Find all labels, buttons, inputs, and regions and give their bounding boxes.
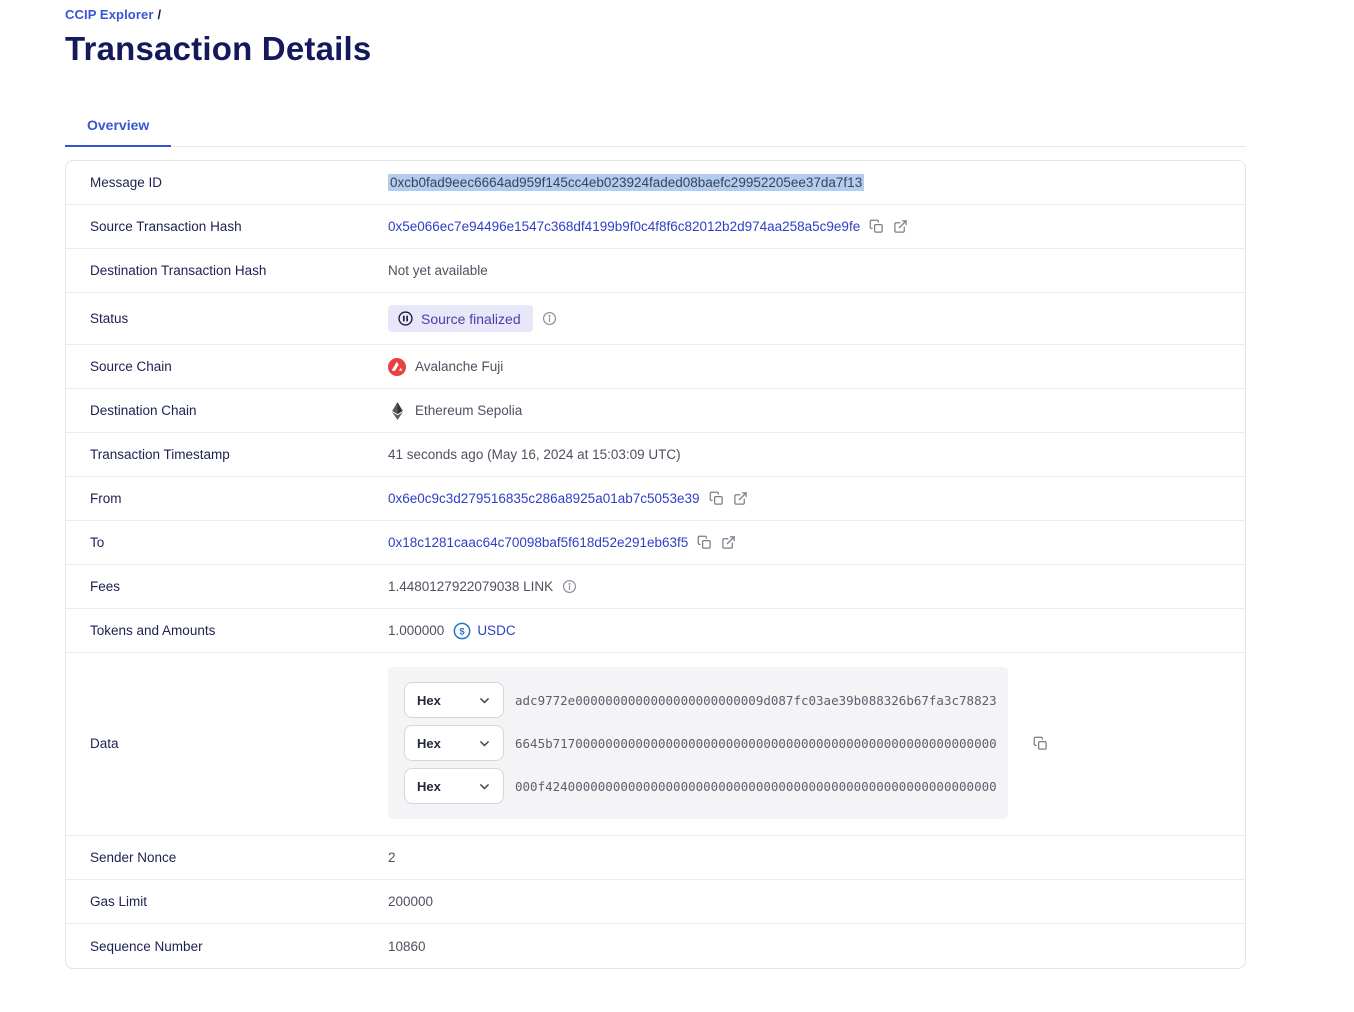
data-line: Hex 6645b7170000000000000000000000000000… [404, 725, 997, 761]
sequence-number-value: 10860 [388, 938, 426, 954]
chevron-down-icon [478, 737, 491, 750]
transaction-details-page: CCIP Explorer / Transaction Details Overv… [65, 0, 1246, 969]
status-label: Status [90, 311, 129, 326]
fees-info-icon[interactable] [562, 579, 577, 594]
from-address-link[interactable]: 0x6e0c9c3d279516835c286a8925a01ab7c5053e… [388, 491, 700, 506]
table-row-data: Data Hex adc9772e00000000000000000000000… [66, 653, 1245, 836]
table-row-timestamp: Transaction Timestamp 41 seconds ago (Ma… [66, 433, 1245, 477]
data-hex-line: adc9772e0000000000000000000000009d087fc0… [515, 692, 997, 708]
message-id-label: Message ID [90, 175, 163, 190]
data-label: Data [90, 735, 119, 751]
table-row-message-id: Message ID 0xcb0fad9eec6664ad959f145cc4e… [66, 161, 1245, 205]
usdc-token-link[interactable]: USDC [477, 623, 516, 638]
external-link-icon[interactable] [721, 535, 736, 550]
data-hex-line: 6645b71700000000000000000000000000000000… [515, 735, 997, 751]
to-address-link[interactable]: 0x18c1281caac64c70098baf5f618d52e291eb63… [388, 535, 689, 550]
data-format-value: Hex [417, 778, 441, 794]
copy-icon[interactable] [869, 219, 884, 234]
data-format-select[interactable]: Hex [404, 768, 504, 804]
status-info-icon[interactable] [542, 311, 557, 326]
fees-label: Fees [90, 579, 121, 594]
dest-chain-value: Ethereum Sepolia [388, 401, 523, 420]
table-row-sequence-number: Sequence Number 10860 [66, 924, 1245, 968]
tab-bar: Overview [65, 108, 1246, 147]
sequence-number-label: Sequence Number [90, 938, 203, 954]
copy-icon[interactable] [1033, 736, 1048, 751]
chevron-down-icon [478, 694, 491, 707]
copy-icon[interactable] [709, 491, 724, 506]
data-line: Hex adc9772e0000000000000000000000009d08… [404, 682, 997, 718]
table-row-to: To 0x18c1281caac64c70098baf5f618d52e291e… [66, 521, 1245, 565]
gas-limit-value: 200000 [388, 894, 434, 909]
to-label: To [90, 535, 105, 550]
breadcrumb: CCIP Explorer / [65, 7, 1246, 22]
status-badge: Source finalized [388, 305, 533, 332]
data-line: Hex 000f42400000000000000000000000000000… [404, 768, 997, 804]
chevron-down-icon [478, 780, 491, 793]
from-label: From [90, 491, 122, 506]
dest-tx-hash-label: Destination Transaction Hash [90, 263, 267, 278]
timestamp-value: 41 seconds ago (May 16, 2024 at 15:03:09… [388, 447, 681, 462]
gas-limit-label: Gas Limit [90, 894, 148, 909]
timestamp-label: Transaction Timestamp [90, 447, 230, 462]
source-chain-value: Avalanche Fuji [388, 357, 504, 376]
breadcrumb-ccip-explorer-link[interactable]: CCIP Explorer [65, 7, 154, 22]
table-row-status: Status Source finalized [66, 293, 1245, 345]
table-row-source-chain: Source Chain Avalanche Fuji [66, 345, 1245, 389]
page-title: Transaction Details [65, 30, 372, 67]
status-badge-text: Source finalized [421, 310, 521, 327]
table-row-tokens: Tokens and Amounts 1.000000 $ USDC [66, 609, 1245, 653]
source-chain-name: Avalanche Fuji [415, 359, 504, 374]
data-format-select[interactable]: Hex [404, 725, 504, 761]
ethereum-icon [388, 401, 406, 420]
table-row-dest-tx-hash: Destination Transaction Hash Not yet ava… [66, 249, 1245, 293]
sender-nonce-value: 2 [388, 850, 396, 865]
sender-nonce-label: Sender Nonce [90, 850, 177, 865]
details-panel: Message ID 0xcb0fad9eec6664ad959f145cc4e… [65, 160, 1246, 969]
data-format-value: Hex [417, 735, 441, 751]
fees-value: 1.4480127922079038 LINK [388, 579, 554, 594]
usdc-icon: $ [453, 622, 471, 640]
copy-icon[interactable] [697, 535, 712, 550]
data-hex-line: 000f424000000000000000000000000000000000… [515, 778, 997, 794]
external-link-icon[interactable] [733, 491, 748, 506]
source-chain-label: Source Chain [90, 359, 172, 374]
data-format-select[interactable]: Hex [404, 682, 504, 718]
table-row-fees: Fees 1.4480127922079038 LINK [66, 565, 1245, 609]
source-tx-hash-link[interactable]: 0x5e066ec7e94496e1547c368df4199b9f0c4f8f… [388, 219, 861, 234]
dest-chain-name: Ethereum Sepolia [415, 403, 523, 418]
source-tx-hash-label: Source Transaction Hash [90, 219, 242, 234]
dest-chain-label: Destination Chain [90, 403, 197, 418]
dest-tx-hash-value: Not yet available [388, 263, 488, 278]
external-link-icon[interactable] [893, 219, 908, 234]
table-row-gas-limit: Gas Limit 200000 [66, 880, 1245, 924]
tab-overview[interactable]: Overview [65, 108, 172, 147]
table-row-from: From 0x6e0c9c3d279516835c286a8925a01ab7c… [66, 477, 1245, 521]
tokens-label: Tokens and Amounts [90, 623, 216, 638]
table-row-dest-chain: Destination Chain Ethereum Sepolia [66, 389, 1245, 433]
avalanche-icon [388, 357, 406, 376]
svg-text:$: $ [460, 626, 466, 636]
data-hex-box: Hex adc9772e0000000000000000000000009d08… [388, 667, 1008, 819]
breadcrumb-separator: / [157, 7, 162, 22]
table-row-source-tx-hash: Source Transaction Hash 0x5e066ec7e94496… [66, 205, 1245, 249]
message-id-value: 0xcb0fad9eec6664ad959f145cc4eb023924fade… [388, 174, 865, 191]
token-amount: 1.000000 [388, 623, 445, 638]
data-format-value: Hex [417, 692, 441, 708]
status-pause-circle-icon [397, 310, 414, 327]
table-row-sender-nonce: Sender Nonce 2 [66, 836, 1245, 880]
